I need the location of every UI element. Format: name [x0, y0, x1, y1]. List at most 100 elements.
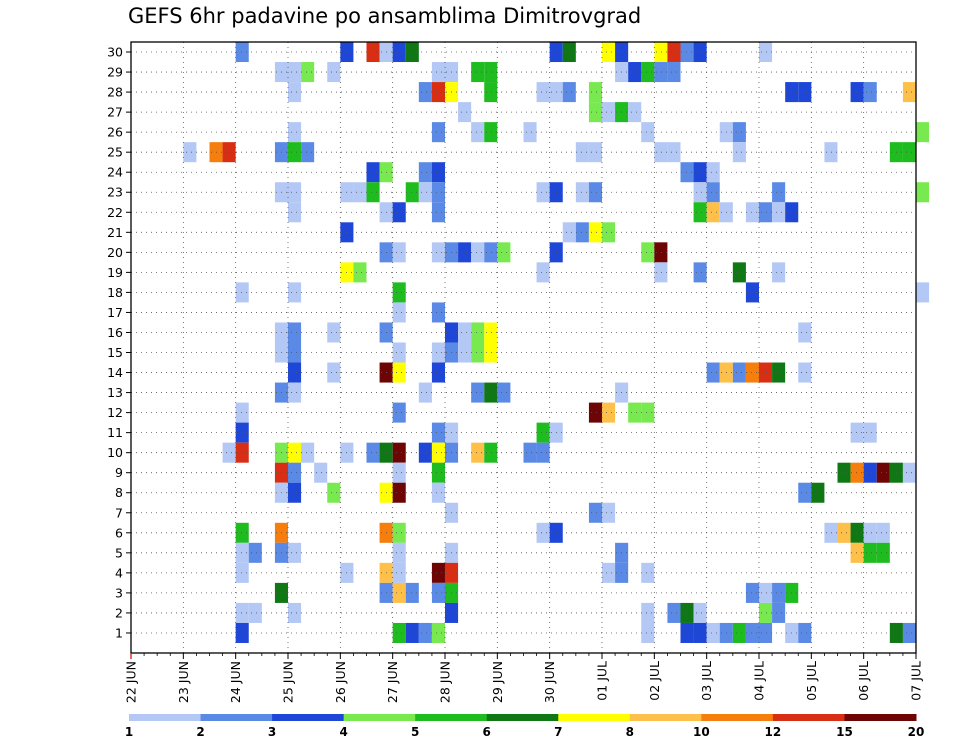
heatmap-cell	[902, 82, 916, 103]
heatmap-cell	[850, 462, 864, 483]
heatmap-cell	[536, 82, 550, 103]
heatmap-cell	[392, 302, 406, 323]
heatmap-cell	[392, 402, 406, 423]
heatmap-cell	[759, 602, 773, 623]
heatmap-cell	[798, 322, 812, 343]
heatmap-cell	[562, 82, 576, 103]
legend-label: 3	[268, 725, 276, 739]
heatmap-cell	[248, 602, 262, 623]
axes-layer: 1234567891011121314151617181920212223242…	[107, 41, 924, 703]
heatmap-cell	[431, 302, 445, 323]
heatmap-cell	[654, 142, 668, 163]
heatmap-cell	[392, 542, 406, 563]
heatmap-cell	[863, 422, 877, 443]
heatmap-cell	[366, 162, 380, 183]
heatmap-cell	[732, 142, 746, 163]
heatmap-cell	[431, 442, 445, 463]
heatmap-cell	[902, 462, 916, 483]
heatmap-cell	[431, 242, 445, 263]
heatmap-cell	[418, 162, 432, 183]
heatmap-cell	[824, 142, 838, 163]
heatmap-cell	[431, 62, 445, 83]
heatmap-cell	[471, 382, 485, 403]
heatmap-cell	[759, 362, 773, 383]
heatmap-cell	[235, 282, 249, 303]
y-tick-label: 18	[107, 285, 123, 300]
y-tick-label: 16	[107, 325, 123, 340]
x-tick-label: 04 JUL	[752, 661, 767, 701]
x-tick-label: 29 JUN	[490, 661, 505, 703]
legend-label: 12	[765, 725, 782, 739]
y-tick-label: 15	[107, 345, 123, 360]
heatmap-cell	[418, 382, 432, 403]
x-tick-label: 07 JUL	[909, 661, 924, 701]
heatmap-cell	[667, 42, 681, 63]
heatmap-cell	[693, 182, 707, 203]
legend-label: 5	[411, 725, 419, 739]
heatmap-cell	[628, 402, 642, 423]
y-tick-label: 11	[107, 425, 123, 440]
x-tick-label: 28 JUN	[438, 661, 453, 703]
heatmap-cell	[798, 82, 812, 103]
heatmap-cell	[392, 562, 406, 583]
heatmap-cell	[431, 182, 445, 203]
heatmap-cell	[562, 222, 576, 243]
legend-swatch	[200, 714, 273, 721]
heatmap-cell	[680, 602, 694, 623]
heatmap-cell	[458, 342, 472, 363]
heatmap-cell	[706, 362, 720, 383]
heatmap-cell	[863, 542, 877, 563]
heatmap-cell	[667, 142, 681, 163]
heatmap-cell	[288, 122, 302, 143]
y-tick-label: 17	[107, 305, 123, 320]
heatmap-cell	[536, 262, 550, 283]
heatmap-cell	[458, 242, 472, 263]
heatmap-cell	[863, 522, 877, 543]
heatmap-cell	[471, 342, 485, 363]
heatmap-cell	[536, 522, 550, 543]
heatmap-cell	[536, 182, 550, 203]
heatmap-cell	[458, 322, 472, 343]
heatmap-cell	[588, 502, 602, 523]
heatmap-cell	[641, 122, 655, 143]
y-tick-label: 2	[115, 605, 123, 620]
grid-layer	[131, 42, 916, 653]
heatmap-cell	[235, 422, 249, 443]
heatmap-cell	[431, 422, 445, 443]
heatmap-cell	[392, 442, 406, 463]
heatmap-cell	[759, 42, 773, 63]
y-tick-label: 25	[107, 145, 123, 160]
heatmap-cell	[471, 242, 485, 263]
x-tick-label: 25 JUN	[281, 661, 296, 703]
heatmap-cell	[602, 102, 616, 123]
heatmap-cell	[288, 602, 302, 623]
heatmap-cell	[288, 282, 302, 303]
heatmap-cell	[288, 462, 302, 483]
legend-label: 1	[125, 725, 133, 739]
heatmap-cell	[418, 182, 432, 203]
heatmap-cell	[235, 602, 249, 623]
heatmap-cell	[772, 202, 786, 223]
heatmap-cell	[405, 582, 419, 603]
legend-label: 4	[339, 725, 347, 739]
heatmap-cell	[693, 262, 707, 283]
y-tick-label: 4	[115, 565, 123, 580]
heatmap-cell	[602, 222, 616, 243]
heatmap-cell	[772, 582, 786, 603]
y-tick-label: 19	[107, 265, 123, 280]
heatmap-cell	[484, 82, 498, 103]
heatmap-cell	[288, 482, 302, 503]
x-tick-label: 26 JUN	[333, 661, 348, 703]
heatmap-cell	[680, 42, 694, 63]
heatmap-cell	[916, 182, 930, 203]
heatmap-cell	[575, 222, 589, 243]
y-tick-label: 3	[115, 585, 123, 600]
heatmap-cell	[575, 142, 589, 163]
heatmap-cell	[235, 562, 249, 583]
heatmap-cell	[288, 382, 302, 403]
heatmap-cell	[863, 462, 877, 483]
heatmap-cell	[824, 522, 838, 543]
heatmap-cell	[392, 462, 406, 483]
heatmap-cell	[288, 362, 302, 383]
heatmap-cell	[314, 462, 328, 483]
